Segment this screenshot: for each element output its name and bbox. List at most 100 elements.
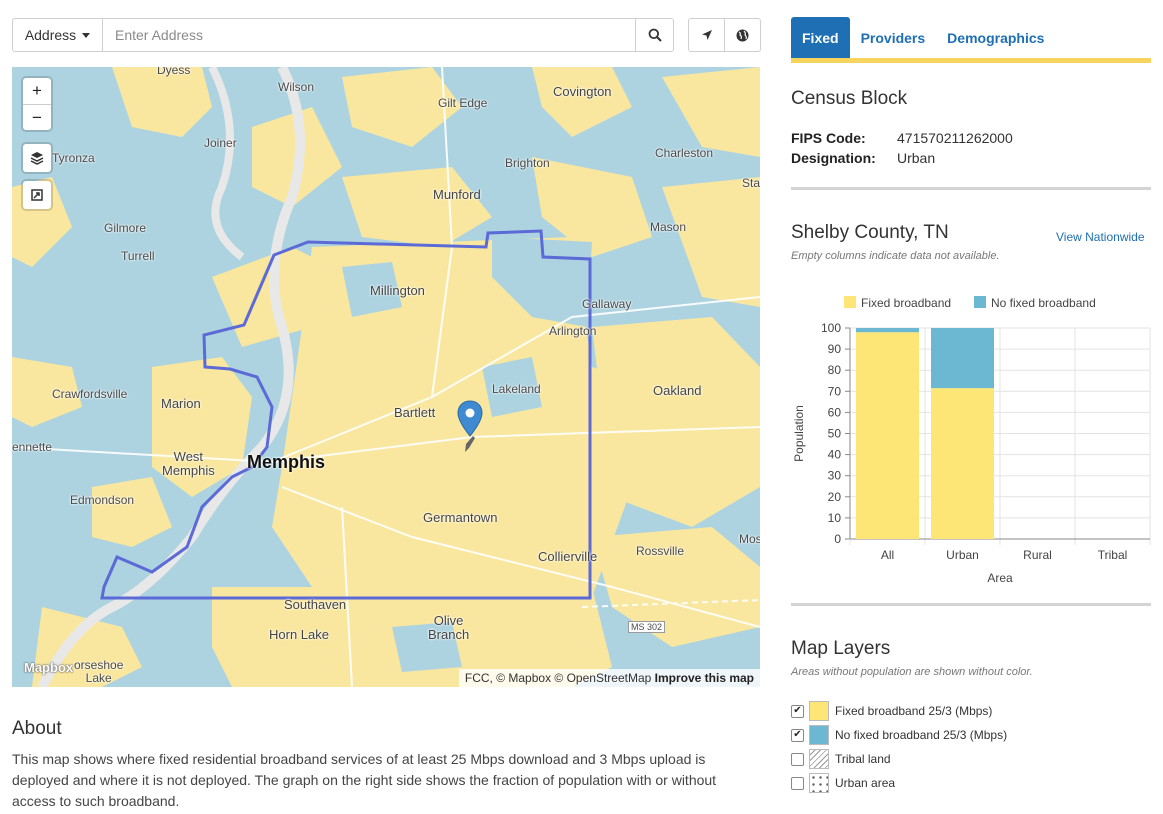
layers-button[interactable] — [23, 144, 51, 172]
map-label-sta: Sta — [742, 176, 760, 190]
mapbox-logo[interactable]: Mapbox — [24, 660, 74, 675]
y-tick-label: 0 — [834, 532, 841, 546]
map-layers-note: Areas without population are shown witho… — [791, 666, 1033, 678]
map-tools-group — [688, 18, 761, 52]
map-label-charleston: Charleston — [655, 146, 714, 160]
layer-tribal-checkbox[interactable] — [791, 752, 804, 766]
map-label-ennette: ennette — [12, 440, 53, 454]
y-tick-label: 70 — [828, 384, 842, 398]
map-label-mos: Mos — [739, 532, 760, 546]
attribution-text[interactable]: FCC, © Mapbox © OpenStreetMap — [464, 671, 652, 685]
location-arrow-icon — [701, 30, 712, 40]
map-label-gilmore: Gilmore — [104, 221, 147, 235]
address-input[interactable] — [103, 19, 635, 51]
map-label-brighton: Brighton — [505, 156, 550, 170]
map-label-horn-lake: Horn Lake — [269, 627, 329, 642]
address-search-bar: Address — [12, 18, 674, 52]
x-tick-label: Tribal — [1098, 548, 1128, 562]
layer-no-fixed-broadband[interactable]: ✔ No fixed broadband 25/3 (Mbps) — [791, 725, 1007, 745]
about-title: About — [12, 718, 62, 739]
bar-all-0 — [856, 332, 919, 539]
fixed-swatch — [809, 701, 829, 721]
map-label-munford: Munford — [433, 187, 481, 202]
map-label-olive-branch: Olive Branch — [428, 613, 470, 642]
y-tick-label: 50 — [828, 427, 842, 441]
caret-down-icon — [82, 32, 91, 38]
map-label-collierville: Collierville — [538, 549, 598, 564]
map-label-gilt-edge: Gilt Edge — [438, 96, 488, 110]
no-fixed-swatch — [809, 725, 829, 745]
map-label-mason: Mason — [650, 220, 687, 234]
map-label-memphis: Memphis — [247, 452, 326, 472]
fips-label: FIPS Code: — [791, 130, 866, 146]
tab-providers[interactable]: Providers — [860, 29, 926, 46]
map-label-crawfordsville: Crawfordsville — [52, 387, 128, 401]
fips-value: 471570211262000 — [897, 130, 1013, 146]
broadband-map[interactable]: Dyess Wilson Gilt Edge Covington Joiner … — [12, 67, 760, 687]
population-chart: Fixed broadband No fixed broadband 0 10 20 30… — [792, 296, 1151, 585]
tab-fixed[interactable]: Fixed — [791, 17, 850, 58]
map-label-arlington: Arlington — [549, 324, 597, 338]
fips-row: FIPS Code: 471570211262000 — [791, 130, 1013, 146]
map-label-millington: Millington — [370, 283, 425, 298]
y-tick-label: 30 — [828, 469, 842, 483]
layer-fixed-checkbox[interactable]: ✔ — [791, 704, 804, 718]
location-pin-marker[interactable] — [457, 400, 483, 459]
x-tick-label: All — [881, 548, 894, 562]
map-label-oakland: Oakland — [653, 383, 702, 398]
legend-label-1: No fixed broadband — [991, 296, 1096, 310]
tab-demographics[interactable]: Demographics — [947, 29, 1045, 46]
y-tick-label: 90 — [828, 342, 842, 356]
y-axis-label: Population — [792, 405, 806, 462]
search-button[interactable] — [635, 19, 673, 51]
layer-tribal-land[interactable]: Tribal land — [791, 749, 891, 769]
map-label-marion: Marion — [161, 396, 201, 411]
map-base-layer — [12, 67, 760, 687]
section-divider — [791, 187, 1151, 190]
bar-all-1 — [856, 328, 919, 333]
map-label-joiner: Joiner — [204, 136, 237, 150]
layer-no-fixed-checkbox[interactable]: ✔ — [791, 728, 804, 742]
y-tick-label: 40 — [828, 448, 842, 462]
view-nationwide-link[interactable]: View Nationwide — [1056, 230, 1145, 244]
x-tick-label: Urban — [946, 548, 979, 562]
zoom-out-button[interactable]: − — [23, 104, 51, 130]
y-tick-label: 80 — [828, 363, 842, 377]
census-block-title: Census Block — [791, 88, 908, 109]
map-label-turrell: Turrell — [121, 249, 155, 263]
nationwide-button[interactable] — [724, 19, 760, 51]
y-tick-label: 20 — [828, 490, 842, 504]
designation-label: Designation: — [791, 150, 876, 166]
layer-urban-checkbox[interactable] — [791, 776, 804, 790]
zoom-control: + − — [23, 78, 51, 130]
panel-tabs: Fixed Providers Demographics — [791, 17, 1151, 63]
bar-urban-0 — [931, 388, 994, 539]
zoom-in-button[interactable]: + — [32, 81, 42, 100]
map-label-dyess: Dyess — [157, 67, 191, 77]
layer-urban-area[interactable]: Urban area — [791, 773, 895, 793]
layers-icon — [30, 152, 44, 165]
designation-row: Designation: Urban — [791, 150, 935, 166]
section-divider — [791, 603, 1151, 606]
map-label-ms302: MS 302 — [628, 621, 666, 633]
improve-map-link[interactable]: Improve this map — [654, 671, 754, 685]
map-label-gallaway: Gallaway — [582, 297, 632, 311]
locate-button[interactable] — [689, 19, 724, 51]
map-label-wilson: Wilson — [278, 80, 315, 94]
urban-swatch — [809, 773, 829, 793]
address-type-dropdown[interactable]: Address — [13, 19, 103, 51]
map-label-tyronza: Tyronza — [52, 151, 95, 165]
fullscreen-button[interactable] — [23, 181, 51, 209]
about-text: This map shows where fixed residential b… — [12, 751, 717, 809]
empty-columns-note: Empty columns indicate data not availabl… — [791, 250, 1000, 262]
layer-no-fixed-label: No fixed broadband 25/3 (Mbps) — [835, 728, 1008, 742]
bar-urban-1 — [931, 328, 994, 389]
expand-icon — [31, 189, 43, 201]
layer-fixed-broadband[interactable]: ✔ Fixed broadband 25/3 (Mbps) — [791, 701, 992, 721]
globe-icon — [736, 29, 749, 41]
map-label-southaven: Southaven — [284, 597, 347, 612]
x-axis-label: Area — [987, 571, 1013, 585]
map-label-edmondson: Edmondson — [70, 493, 135, 507]
layer-urban-label: Urban area — [835, 776, 896, 790]
map-label-rossville: Rossville — [636, 544, 685, 558]
